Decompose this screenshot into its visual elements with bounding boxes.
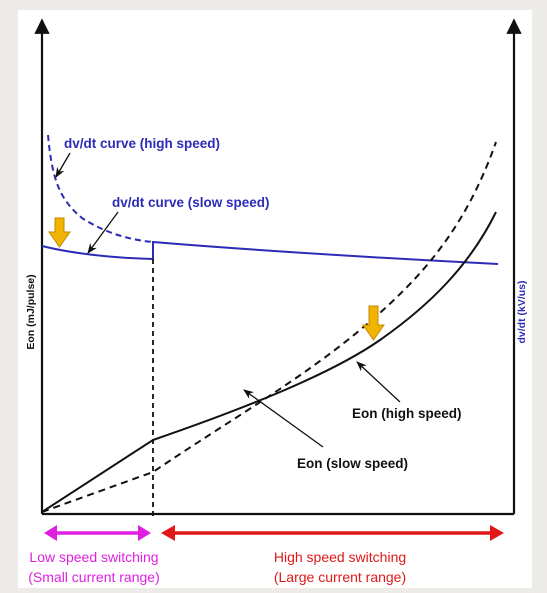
high-speed-range-line2: (Large current range) — [274, 569, 406, 585]
low-speed-range-line2: (Small current range) — [28, 569, 160, 585]
label-dvdt-slow-speed: dv/dt curve (slow speed) — [112, 195, 270, 210]
low-speed-range-arrow — [44, 525, 151, 541]
pointer-eon-high-speed — [356, 361, 401, 403]
series-dvdt-high-speed — [47, 134, 154, 243]
label-dvdt-high-speed: dv/dt curve (high speed) — [64, 136, 220, 151]
low-speed-range-line1: Low speed switching — [29, 549, 158, 565]
pointer-eon-slow-speed — [243, 389, 324, 448]
series-eon-slow-speed — [41, 141, 497, 513]
series-eon-high-speed — [41, 211, 497, 513]
series-dvdt-slow-speed — [41, 240, 499, 265]
high-speed-range-arrow — [161, 525, 504, 541]
figure-panel — [18, 10, 532, 588]
label-eon-high-speed: Eon (high speed) — [352, 406, 462, 421]
y-left-axis-title: Eon (mJ/pulse) — [25, 274, 37, 349]
pointer-dvdt-high-speed — [55, 152, 71, 178]
high-speed-range-line1: High speed switching — [274, 549, 406, 565]
down-arrow-eon-icon — [362, 305, 385, 341]
pointer-dvdt-slow-speed — [87, 211, 119, 254]
y-right-axis-title: dv/dt (kV/us) — [516, 280, 528, 343]
down-arrow-dvdt-icon — [48, 217, 71, 248]
label-eon-slow-speed: Eon (slow speed) — [297, 456, 408, 471]
